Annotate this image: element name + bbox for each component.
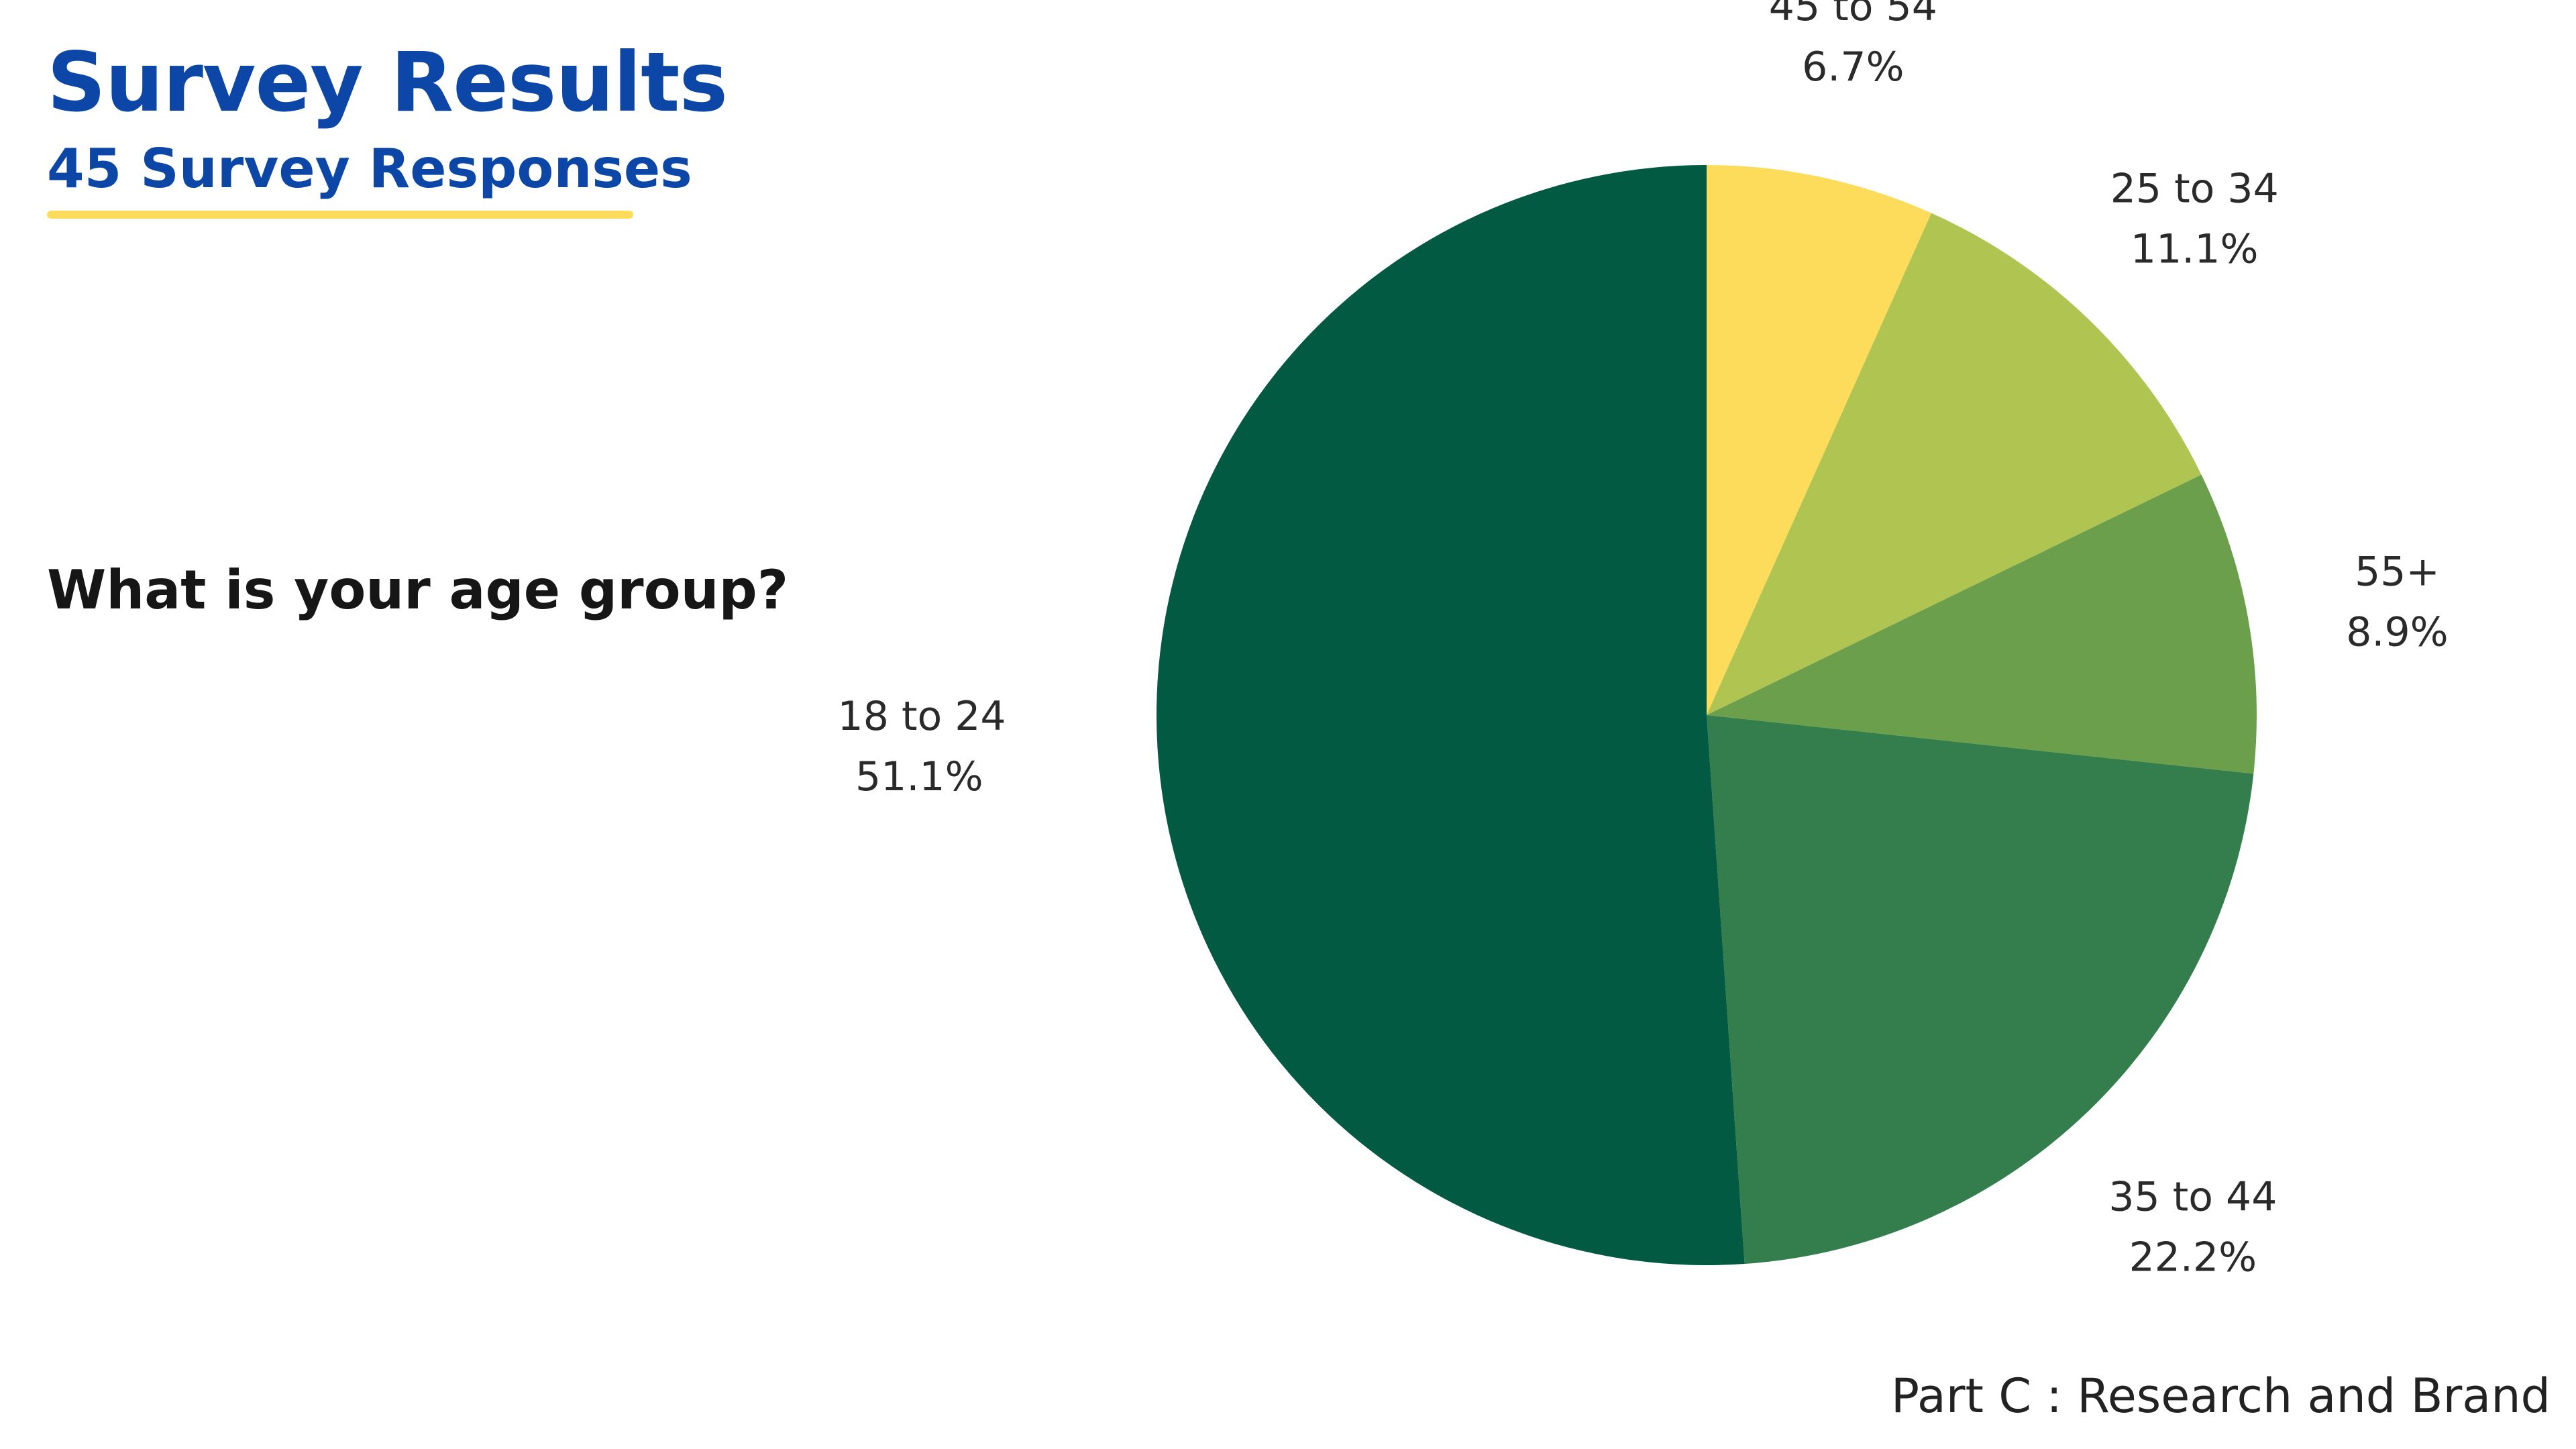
footer-text: Part C : Research and Brand bbox=[1890, 1368, 2551, 1424]
pie-slice-45-to-54 bbox=[1707, 165, 1932, 715]
pie-slice-55 bbox=[1707, 474, 2257, 774]
page-title: Survey Results bbox=[47, 35, 728, 130]
survey-question: What is your age group? bbox=[47, 559, 789, 621]
slice-label-55: 55+ bbox=[2355, 548, 2440, 595]
page-subtitle: 45 Survey Responses bbox=[47, 138, 692, 200]
slice-percent-55: 8.9% bbox=[2346, 608, 2448, 655]
pie-slice-35-to-44 bbox=[1707, 715, 2254, 1265]
slice-percent-25-to-34: 11.1% bbox=[2131, 226, 2259, 273]
pie-slice-18-to-24 bbox=[1156, 165, 1745, 1265]
slice-label-25-to-34: 25 to 34 bbox=[2110, 166, 2279, 213]
slice-label-18-to-24: 18 to 24 bbox=[838, 693, 1006, 740]
slice-label-35-to-44: 35 to 44 bbox=[2108, 1174, 2277, 1221]
slice-percent-35-to-44: 22.2% bbox=[2129, 1234, 2257, 1281]
subtitle-underline bbox=[47, 211, 633, 219]
slice-percent-45-to-54: 6.7% bbox=[1802, 44, 1904, 91]
pie-slices bbox=[1156, 165, 2257, 1265]
pie-slice-25-to-34 bbox=[1707, 213, 2202, 715]
pie-labels: 45 to 54 6.7% 25 to 34 11.1% 55+ 8.9% 35 to 44… bbox=[838, 0, 2449, 1281]
slice-label-45-to-54: 45 to 54 bbox=[1769, 0, 1937, 30]
slice-percent-18-to-24: 51.1% bbox=[855, 753, 983, 800]
